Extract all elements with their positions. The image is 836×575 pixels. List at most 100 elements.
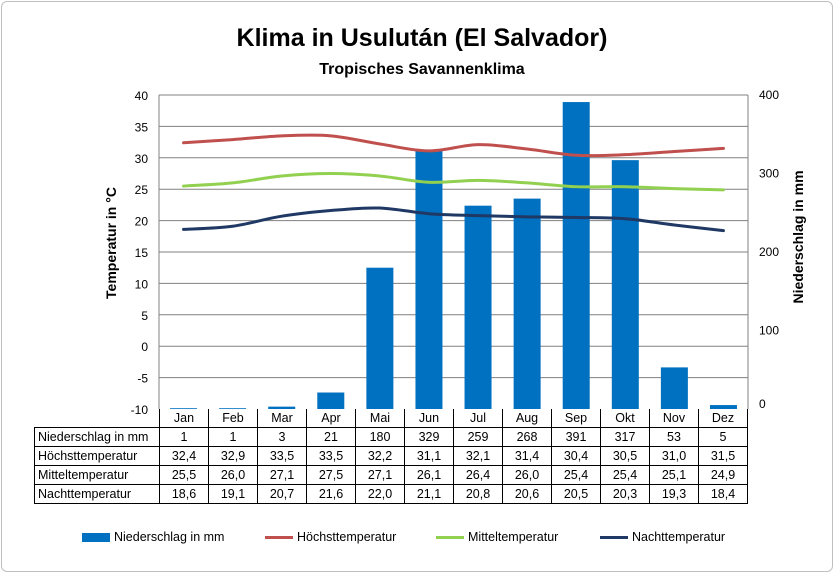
bar-aug (513, 198, 541, 409)
legend-label: Niederschlag in mm (114, 530, 225, 544)
table-cell: 20,3 (600, 484, 650, 504)
row-label: Höchsttemperatur (34, 446, 160, 466)
bar-mai (366, 267, 394, 409)
bar-series (170, 102, 737, 410)
left-tick-label: -5 (137, 372, 148, 386)
legend: Niederschlag in mm Höchsttemperatur Mittel… (0, 530, 836, 550)
right-tick-label: 100 (759, 324, 779, 338)
chart-title: Klima in Usulután (El Salvador) (236, 24, 608, 52)
legend-swatch (600, 535, 628, 539)
table-cell: 25,4 (551, 465, 601, 485)
table-cell: 32,9 (208, 446, 258, 466)
table-cell: 20,6 (502, 484, 552, 504)
table-cell: 21,1 (404, 484, 454, 504)
table-cell: 1 (208, 427, 258, 447)
table-cell: 33,5 (306, 446, 356, 466)
bar-feb (219, 408, 247, 410)
legend-swatch (265, 535, 293, 539)
line-mitteltemperatur (182, 171, 725, 192)
table-cell: 19,3 (649, 484, 699, 504)
table-cell: 180 (355, 427, 405, 447)
right-tick-label: 400 (759, 88, 779, 102)
right-tick-label: 300 (759, 167, 779, 181)
table-cell: 20,5 (551, 484, 601, 504)
left-tick-label: 15 (135, 246, 149, 260)
line-nachttemperatur (182, 206, 725, 233)
table-cell: 24,9 (698, 465, 748, 485)
line-höchsttemperatur (182, 133, 725, 158)
table-cell: 18,6 (159, 484, 209, 504)
month-label: Dez (698, 409, 748, 428)
table-cell: 53 (649, 427, 699, 447)
table-cell: 20,8 (453, 484, 503, 504)
table-cell: 19,1 (208, 484, 258, 504)
table-row: Niederschlag in mm 1 1 3 21 180 329 259 268 391 31… (34, 427, 748, 447)
left-tick-label: 25 (135, 183, 149, 197)
table-cell: 31,4 (502, 446, 552, 466)
left-tick-label: 5 (141, 309, 148, 323)
legend-item: Mitteltemperatur (436, 530, 558, 544)
table-corner (35, 409, 160, 428)
bar-jul (464, 205, 492, 409)
table-cell: 5 (698, 427, 748, 447)
legend-swatch (82, 532, 110, 542)
bar-jun (415, 150, 443, 410)
month-label: Mar (257, 409, 307, 428)
left-tick-label: 30 (135, 152, 149, 166)
table-cell: 27,5 (306, 465, 356, 485)
left-tick-label: 10 (135, 277, 149, 291)
legend-label: Höchsttemperatur (297, 530, 397, 544)
line-series (182, 133, 725, 233)
table-cell: 259 (453, 427, 503, 447)
month-label: Jan (159, 409, 209, 428)
table-cell: 32,2 (355, 446, 405, 466)
table-cell: 32,4 (159, 446, 209, 466)
table-cell: 25,4 (600, 465, 650, 485)
table-cell: 22,0 (355, 484, 405, 504)
left-axis-ticks: -10 -5 0 5 10 15 20 25 30 35 40 (131, 89, 149, 417)
table-cell: 391 (551, 427, 601, 447)
table-cell: 21,6 (306, 484, 356, 504)
right-tick-label: 0 (759, 397, 766, 411)
row-label: Nachttemperatur (34, 484, 160, 504)
axes (158, 95, 749, 409)
month-label: Jul (453, 409, 503, 428)
left-tick-label: 40 (135, 89, 149, 103)
table-cell: 33,5 (257, 446, 307, 466)
bar-apr (317, 392, 345, 409)
legend-item: Nachttemperatur (600, 530, 725, 544)
table-cell: 32,1 (453, 446, 503, 466)
table-cell: 31,1 (404, 446, 454, 466)
month-label: Mai (355, 409, 405, 428)
bar-dez (709, 405, 737, 409)
month-label: Apr (306, 409, 356, 428)
table-cell: 26,0 (502, 465, 552, 485)
table-cell: 27,1 (257, 465, 307, 485)
row-label: Niederschlag in mm (34, 427, 160, 447)
table-row: Nachttemperatur 18,6 19,1 20,7 21,6 22,0 21,1 2… (34, 484, 748, 504)
table-cell: 25,5 (159, 465, 209, 485)
table-cell: 25,1 (649, 465, 699, 485)
month-label: Sep (551, 409, 601, 428)
table-cell: 30,5 (600, 446, 650, 466)
chart-subtitle: Tropisches Savannenklima (319, 61, 525, 78)
table-row: Mitteltemperatur 25,5 26,0 27,1 27,5 27,1 26,1… (34, 465, 748, 485)
left-tick-label: 35 (135, 120, 149, 134)
month-label: Aug (502, 409, 552, 428)
table-cell: 30,4 (551, 446, 601, 466)
table-cell: 20,7 (257, 484, 307, 504)
table-cell: 329 (404, 427, 454, 447)
left-tick-label: 20 (135, 215, 149, 229)
bar-sep (562, 102, 590, 409)
table-cell: 317 (600, 427, 650, 447)
bar-mar (268, 406, 296, 409)
bar-okt (611, 160, 639, 409)
table-cell: 26,0 (208, 465, 258, 485)
legend-label: Mitteltemperatur (468, 530, 559, 544)
data-table: Jan Feb Mar Apr Mai Jun Jul Aug Sep Okt Nov Dez Nied… (34, 409, 748, 504)
table-row: Höchsttemperatur 32,4 32,9 33,5 33,5 32,2 31,1… (34, 446, 748, 466)
table-cell: 31,0 (649, 446, 699, 466)
legend-label: Nachttemperatur (632, 530, 726, 544)
